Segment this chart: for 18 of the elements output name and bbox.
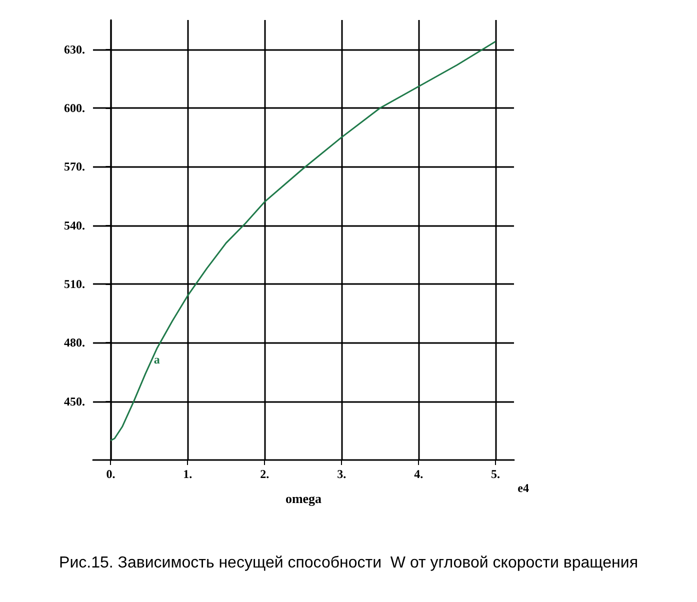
x-tick-label: 1. [183, 467, 192, 481]
annotation: a [154, 352, 160, 367]
x-tick-label: 2. [260, 467, 270, 481]
y-tick-label: 480. [64, 336, 85, 350]
x-tick-label: 3. [337, 467, 346, 481]
line-series [110, 40, 496, 442]
y-tick-label: 630. [64, 42, 85, 56]
y-tick-label: 510. [64, 277, 85, 291]
x-axis-title: omega [285, 491, 322, 506]
y-tick-label: 540. [64, 218, 85, 232]
x-tick-label: 4. [414, 467, 424, 481]
y-tick-label: 570. [64, 160, 85, 174]
y-tick-label: 450. [64, 394, 85, 408]
x-tick-label: 5. [491, 467, 500, 481]
text: Рис.15. Зависимость несущей способности W от угловой скорости вращения [59, 554, 638, 572]
y-tick-label: 600. [64, 101, 85, 115]
text: e4 [518, 481, 529, 495]
x-tick-label: 0. [106, 467, 116, 481]
